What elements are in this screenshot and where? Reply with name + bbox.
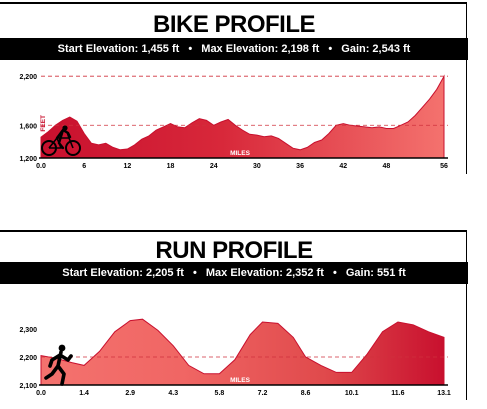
run-elevation-area [40, 318, 445, 386]
bike-elevation-chart: 1,200 1,600 2,200 0.0 6 12 18 24 30 36 42 48 56 MILES… [19, 74, 448, 170]
bike-x-axis-label: MILES [230, 150, 251, 157]
runner-silhouette-icon [44, 344, 73, 386]
bike-front-wheel [65, 140, 81, 156]
bike-x-tick-label: 18 [167, 163, 175, 170]
bike-stats-separator: • [188, 43, 193, 55]
bike-x-tick-label: 48 [383, 163, 391, 170]
bike-max-elevation: Max Elevation: 2,198 ft [201, 43, 320, 55]
run-x-tick-label: 4.3 [168, 390, 178, 397]
bike-x-tick-label: 0.0 [36, 163, 46, 170]
run-x-tick-label: 8.6 [301, 390, 311, 397]
bike-gain: Gain: 2,543 ft [341, 43, 411, 55]
cyclist-silhouette-icon [41, 125, 81, 156]
bike-x-tick-label: 12 [123, 163, 131, 170]
cyclist-body [55, 128, 72, 150]
bike-x-tick-label: 30 [253, 163, 261, 170]
run-max-elevation: Max Elevation: 2,352 ft [205, 267, 324, 279]
run-x-tick-label: 13.1 [437, 390, 451, 397]
run-x-tick-label: 5.8 [215, 390, 225, 397]
bike-elevation-area [40, 74, 445, 159]
run-elevation-chart: 2,100 2,200 2,300 0.0 1.4 2.9 4.3 5.8 7.2 8.6 10.1… [19, 318, 451, 397]
run-y-tick-label: 2,100 [19, 383, 37, 390]
run-x-tick-label: 10.1 [345, 390, 359, 397]
bike-y-tick-label: 1,600 [19, 123, 37, 130]
bike-start-elevation: Start Elevation: 1,455 ft [57, 43, 180, 55]
run-x-tick-label: 11.6 [391, 390, 404, 397]
run-y-tick-label: 2,300 [19, 327, 37, 334]
run-stats-separator: • [192, 267, 197, 279]
run-stats-bar: Start Elevation: 2,205 ft • Max Elevatio… [0, 262, 468, 284]
run-x-tick-label: 2.9 [125, 390, 135, 397]
run-x-tick-label: 1.4 [79, 390, 89, 397]
runner-head [58, 344, 66, 352]
run-y-tick-label: 2,200 [19, 355, 37, 362]
run-start-elevation: Start Elevation: 2,205 ft [62, 267, 184, 279]
bike-x-tick-label: 56 [440, 163, 448, 170]
bike-stats-separator: • [328, 43, 333, 55]
run-stats-separator: • [332, 267, 337, 279]
bike-x-tick-label: 6 [82, 163, 86, 170]
bike-y-axis-label: FEET [40, 115, 47, 132]
run-profile-panel: RUN PROFILE Start Elevation: 2,205 ft • … [0, 230, 487, 409]
bike-x-tick-label: 36 [296, 163, 304, 170]
run-x-tick-label: 0.0 [36, 390, 46, 397]
bike-y-tick-label: 1,200 [19, 156, 37, 163]
bike-stats-bar: Start Elevation: 1,455 ft • Max Elevatio… [0, 38, 468, 60]
bike-x-tick-label: 42 [339, 163, 347, 170]
runner-body [44, 350, 73, 386]
run-profile-title: RUN PROFILE [155, 237, 313, 264]
bike-profile-title: BIKE PROFILE [152, 11, 316, 38]
run-panel-frame [0, 230, 467, 400]
run-gain: Gain: 551 ft [345, 267, 406, 279]
run-x-axis-label: MILES [230, 377, 251, 384]
bike-panel-frame [0, 2, 467, 174]
bike-y-tick-label: 2,200 [19, 74, 37, 81]
run-x-tick-label: 7.2 [258, 390, 268, 397]
bike-profile-panel: BIKE PROFILE Start Elevation: 1,455 ft •… [0, 0, 487, 180]
bike-x-tick-label: 24 [210, 163, 218, 170]
